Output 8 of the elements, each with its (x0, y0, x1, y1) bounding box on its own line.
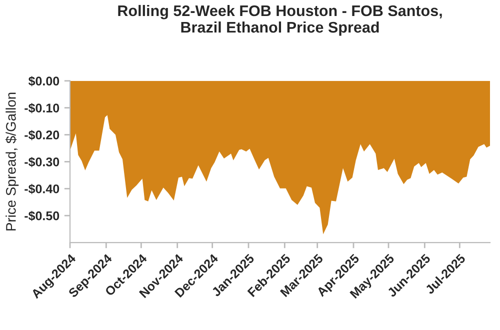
y-tick-label: -$0.20 (24, 130, 60, 140)
y-tick-label: -$0.40 (24, 184, 60, 194)
y-tick-label: -$0.50 (24, 210, 60, 222)
y-tick-label: $0.00 (28, 76, 60, 86)
chart-title: Rolling 52-Week FOB Houston - FOB Santos, Brazil Ethanol Price Spread (118, 4, 442, 36)
y-tick-label: -$0.30 (24, 156, 60, 168)
y-tick-label: -$0.10 (24, 103, 60, 114)
y-axis-title: Price Spread, $/Gallon (5, 92, 19, 230)
